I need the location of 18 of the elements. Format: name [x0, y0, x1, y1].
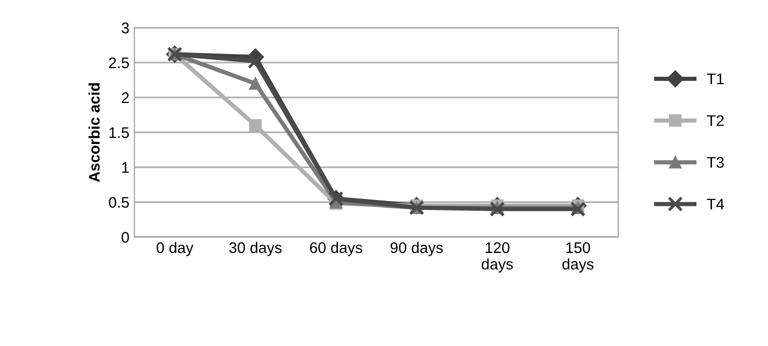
x-tick-label: 150 days [562, 242, 594, 273]
legend-label: T4 [706, 198, 724, 210]
y-tick-label: 1 [122, 162, 129, 173]
y-tick-label: 0.5 [108, 196, 129, 208]
x-tick-label: 90 days [390, 242, 443, 256]
y-tick-label: 1.5 [109, 127, 129, 138]
y-tick-label: 3 [122, 22, 129, 34]
y-axis-title: Ascorbic acid [88, 83, 100, 182]
legend-label: T3 [706, 156, 724, 168]
x-tick-label: 120 days [482, 242, 513, 273]
x-tick-label: 60 days [310, 242, 362, 256]
y-tick-label: 2 [122, 92, 129, 103]
legend-label: T1 [706, 74, 724, 84]
x-tick-label: 0 day [156, 242, 194, 256]
y-tick-label: 0 [122, 232, 129, 243]
legend-label: T2 [706, 115, 724, 126]
y-tick-label: 2.5 [109, 57, 129, 68]
x-tick-label: 30 days [229, 242, 282, 256]
